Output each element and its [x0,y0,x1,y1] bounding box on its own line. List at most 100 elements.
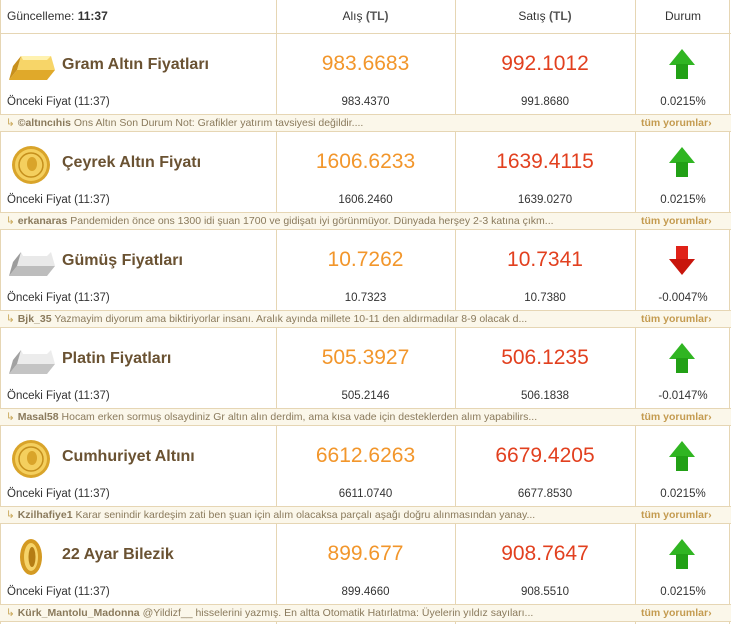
name-cell: Çeyrek Altın Fiyatı Önceki Fiyat (11:37) [0,132,276,212]
comment-bar: ↳ erkanaras Pandemiden önce ons 1300 idi… [0,212,731,230]
comment-text-wrap[interactable]: ↳ Bjk_35 Yazmayim diyorum ama biktiriyor… [6,313,586,325]
product-title-link[interactable]: Gram Altın Fiyatları [62,56,209,73]
price-row[interactable]: Çeyrek Altın Fiyatı Önceki Fiyat (11:37)… [0,132,731,230]
buy-price: 1606.6233 [315,150,416,173]
sell-header-unit: (TL) [549,9,572,23]
previous-sell-price: 908.5510 [521,586,569,598]
comment-text[interactable]: Pandemiden önce ons 1300 idi şuan 1700 v… [70,215,554,227]
comment-text[interactable]: Karar senindir kardeşim zati ben şuan iç… [75,509,536,521]
platinum-bar-icon [7,340,55,382]
all-comments-link[interactable]: tüm yorumlar› [641,117,712,129]
reply-arrow-icon: ↳ [6,607,18,619]
sell-header-label: Satış [518,9,546,23]
table-header: Güncelleme: 11:37 Alış (TL) Satış (TL) D… [0,0,731,33]
buy-header-label: Alış [342,9,363,23]
arrow-down-icon [668,244,696,276]
gold-coin-icon [7,438,55,480]
reply-arrow-icon: ↳ [6,117,18,129]
previous-sell-price: 991.8680 [521,96,569,108]
buy-price: 6612.6263 [315,444,416,467]
comment-user[interactable]: erkanaras [17,215,68,227]
price-row[interactable]: Platin Fiyatları Önceki Fiyat (11:37) 50… [0,328,731,426]
comment-text[interactable]: Yazmayim diyorum ama biktiriyorlar insan… [54,313,528,325]
comment-bar: ↳ Bjk_35 Yazmayim diyorum ama biktiriyor… [0,310,731,328]
comment-text[interactable]: Ons Altın Son Durum Not: Grafikler yatır… [73,117,364,129]
comment-user[interactable]: ©altıncıhis [17,117,71,129]
product-title-link[interactable]: Platin Fiyatları [62,350,172,367]
product-title-link[interactable]: Cumhuriyet Altını [62,448,195,465]
arrow-up-icon [668,146,696,178]
name-cell: Cumhuriyet Altını Önceki Fiyat (11:37) [0,426,276,506]
comment-text[interactable]: @Yildizf__ hisselerini yazmış. En altta … [142,607,534,619]
comment-text-wrap[interactable]: ↳ erkanaras Pandemiden önce ons 1300 idi… [6,215,586,227]
previous-sell-price: 1639.0270 [517,194,573,206]
comment-text-wrap[interactable]: ↳ Masal58 Hocam erken sormuş olsaydiniz … [6,411,586,423]
buy-price: 505.3927 [321,346,410,369]
comment-bar: ↳ ©altıncıhis Ons Altın Son Durum Not: G… [0,114,731,132]
name-cell: 22 Ayar Bilezik Önceki Fiyat (11:37) [0,524,276,604]
update-time: Güncelleme: 11:37 [7,9,108,23]
previous-buy-price: 983.4370 [341,96,390,108]
grid-line [0,310,731,311]
previous-buy-price: 899.4660 [341,586,390,598]
grid-line [0,114,731,115]
comment-text-wrap[interactable]: ↳ ©altıncıhis Ons Altın Son Durum Not: G… [6,117,586,129]
sell-price: 908.7647 [501,542,589,565]
gold-bracelet-icon [7,536,55,578]
grid-line [0,604,731,605]
comment-user[interactable]: Bjk_35 [17,313,52,325]
all-comments-link[interactable]: tüm yorumlar› [641,509,712,521]
comment-user[interactable]: Masal58 [17,411,59,423]
arrow-up-icon [668,48,696,80]
grid-line [0,425,731,426]
grid-line [0,621,731,622]
price-row[interactable]: Cumhuriyet Altını Önceki Fiyat (11:37) 6… [0,426,731,524]
product-title-link[interactable]: 22 Ayar Bilezik [62,546,174,563]
comment-user[interactable]: Kzilhafiye1 [17,509,73,521]
previous-buy-price: 1606.2460 [338,194,393,206]
previous-sell-price: 6677.8530 [517,488,573,500]
buy-price: 983.6683 [321,52,410,75]
previous-buy-price: 505.2146 [341,390,390,402]
comment-text[interactable]: Hocam erken sormuş olsaydiniz Gr altın a… [61,411,538,423]
reply-arrow-icon: ↳ [6,313,18,325]
buy-price: 10.7262 [327,248,404,271]
gold-bar-icon [7,46,55,88]
update-time-value: 11:37 [77,9,108,23]
product-title-link[interactable]: Gümüş Fiyatları [62,252,183,269]
grid-line [0,523,731,524]
previous-price-label: Önceki Fiyat (11:37) [7,292,110,304]
sell-price: 506.1235 [501,346,589,369]
previous-sell-price: 10.7380 [524,292,566,304]
comment-bar: ↳ Kzilhafiye1 Karar senindir kardeşim za… [0,506,731,524]
buy-column-header: Alış (TL) [276,9,455,23]
comment-user[interactable]: Kürk_Mantolu_Madonna [17,607,140,619]
previous-buy-price: 10.7323 [344,292,387,304]
buy-header-unit: (TL) [365,9,389,23]
change-percent: 0.0215% [660,488,706,500]
product-title-link[interactable]: Çeyrek Altın Fiyatı [62,154,202,171]
sell-price: 10.7341 [507,248,583,271]
change-percent: -0.0147% [658,390,708,402]
name-cell: Gümüş Fiyatları Önceki Fiyat (11:37) [0,230,276,310]
all-comments-link[interactable]: tüm yorumlar› [641,607,712,619]
grid-line [0,506,731,507]
all-comments-link[interactable]: tüm yorumlar› [641,411,712,423]
grid-line [0,327,731,328]
all-comments-link[interactable]: tüm yorumlar› [641,215,712,227]
comment-text-wrap[interactable]: ↳ Kürk_Mantolu_Madonna @Yildizf__ hissel… [6,607,586,619]
name-cell: Platin Fiyatları Önceki Fiyat (11:37) [0,328,276,408]
price-row[interactable]: Gümüş Fiyatları Önceki Fiyat (11:37) 10.… [0,230,731,328]
sell-price: 6679.4205 [495,444,595,467]
change-percent: 0.0215% [660,96,706,108]
previous-buy-price: 6611.0740 [338,488,393,500]
previous-price-label: Önceki Fiyat (11:37) [7,96,110,108]
comment-text-wrap[interactable]: ↳ Kzilhafiye1 Karar senindir kardeşim za… [6,509,586,521]
price-row[interactable]: 22 Ayar Bilezik Önceki Fiyat (11:37) 899… [0,524,731,622]
all-comments-link[interactable]: tüm yorumlar› [641,313,712,325]
sell-column-header: Satış (TL) [455,9,635,23]
comment-bar: ↳ Kürk_Mantolu_Madonna @Yildizf__ hissel… [0,604,731,622]
price-row[interactable]: Gram Altın Fiyatları Önceki Fiyat (11:37… [0,34,731,132]
previous-price-label: Önceki Fiyat (11:37) [7,194,110,206]
